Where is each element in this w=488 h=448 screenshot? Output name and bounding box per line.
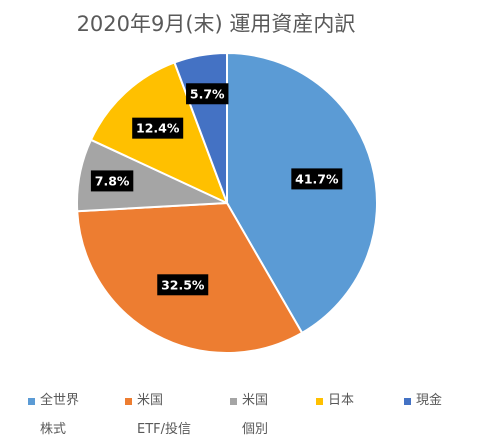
- data-label-text: 32.5%: [161, 277, 205, 292]
- legend: 全世界 株式 米国 ETF/投信 米国 個別 日本 現金: [0, 383, 488, 443]
- legend-label-line1: 日本: [328, 393, 355, 408]
- data-label: 7.8%: [90, 170, 134, 192]
- data-label-text: 7.8%: [95, 173, 130, 188]
- data-label-text: 41.7%: [295, 171, 339, 186]
- data-label-box: [90, 170, 134, 192]
- data-label-box: [157, 274, 209, 296]
- pie-chart: 41.7% 32.5% 7.8% 12.4% 5.7%: [76, 51, 378, 354]
- legend-label-line1: 米国: [137, 393, 164, 408]
- legend-swatch: [125, 397, 132, 405]
- legend-label-line2: 個別: [242, 421, 269, 437]
- legend-item-us-etf: 米国 ETF/投信: [125, 387, 191, 444]
- legend-item-zenseikai: 全世界 株式: [28, 387, 79, 444]
- legend-swatch: [316, 397, 323, 405]
- legend-label-line2: 株式: [40, 421, 67, 437]
- legend-item-japan: 日本: [316, 387, 354, 416]
- legend-item-cash: 現金: [404, 387, 442, 416]
- data-label: 32.5%: [157, 274, 209, 296]
- data-label-text: 12.4%: [136, 121, 180, 136]
- chart-title: 2020年9月(末) 運用資産内訳: [76, 12, 356, 36]
- legend-label-line1: 現金: [416, 393, 443, 408]
- legend-swatch: [230, 397, 237, 405]
- slice-zenseikai: [226, 51, 378, 335]
- legend-swatch: [404, 397, 411, 405]
- data-label: 5.7%: [186, 83, 229, 105]
- legend-label-line2: ETF/投信: [137, 421, 192, 437]
- data-label-box: [132, 117, 184, 139]
- legend-item-us-individual: 米国 個別: [230, 387, 268, 444]
- legend-label-line1: 全世界: [40, 393, 80, 408]
- data-label-box: [186, 83, 229, 105]
- data-label-text: 5.7%: [190, 86, 225, 101]
- legend-label-line1: 米国: [242, 393, 269, 408]
- data-label: 41.7%: [291, 168, 343, 190]
- legend-swatch: [28, 397, 35, 405]
- data-label: 12.4%: [132, 117, 184, 139]
- data-label-box: [291, 168, 343, 190]
